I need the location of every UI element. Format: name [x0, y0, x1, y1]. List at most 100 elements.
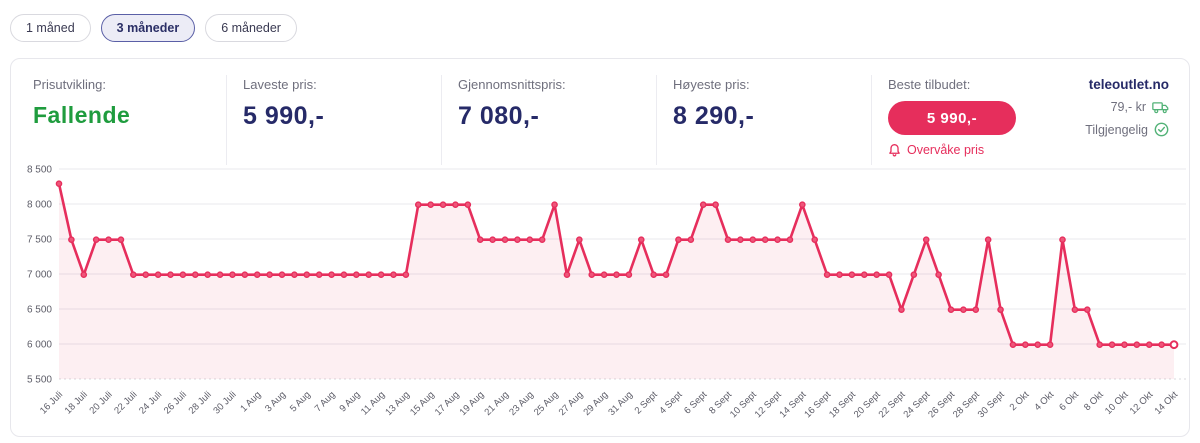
price-point[interactable]: [836, 271, 843, 278]
price-point[interactable]: [972, 306, 980, 313]
price-point[interactable]: [340, 271, 348, 278]
price-point[interactable]: [737, 236, 744, 243]
current-price-point[interactable]: [1169, 340, 1179, 350]
price-point[interactable]: [1108, 341, 1116, 348]
price-point[interactable]: [1022, 341, 1029, 348]
price-point[interactable]: [637, 236, 645, 243]
price-point[interactable]: [216, 271, 224, 278]
tab-1-month[interactable]: 1 måned: [10, 14, 91, 42]
price-point[interactable]: [291, 271, 298, 278]
price-point[interactable]: [55, 180, 63, 188]
price-point[interactable]: [960, 306, 967, 313]
price-point[interactable]: [922, 236, 930, 243]
price-point[interactable]: [439, 201, 447, 209]
price-point[interactable]: [402, 271, 410, 278]
price-point[interactable]: [1071, 306, 1079, 313]
price-point[interactable]: [675, 236, 682, 243]
price-point[interactable]: [799, 201, 806, 209]
price-point[interactable]: [935, 271, 942, 278]
price-chart-svg[interactable]: 8 500 8 000 7 500 7 000 6 500 6 000 5 500 16 Ju…: [11, 165, 1191, 437]
price-point[interactable]: [526, 236, 534, 243]
price-point[interactable]: [92, 236, 100, 243]
price-point[interactable]: [1158, 341, 1165, 348]
price-point[interactable]: [353, 271, 360, 278]
price-point[interactable]: [910, 271, 918, 278]
tab-3-months[interactable]: 3 måneder: [100, 14, 196, 42]
price-point[interactable]: [848, 271, 856, 278]
price-point[interactable]: [414, 201, 422, 209]
price-point[interactable]: [687, 236, 695, 243]
price-point[interactable]: [390, 271, 397, 278]
price-point[interactable]: [1059, 236, 1066, 243]
price-point[interactable]: [278, 271, 286, 278]
price-point[interactable]: [600, 271, 608, 278]
price-point[interactable]: [1096, 341, 1103, 348]
price-point[interactable]: [476, 236, 484, 243]
price-point[interactable]: [1121, 341, 1128, 348]
price-point[interactable]: [588, 271, 596, 278]
price-point[interactable]: [241, 271, 249, 278]
price-point[interactable]: [464, 201, 472, 209]
price-point[interactable]: [489, 236, 496, 243]
price-point[interactable]: [377, 271, 385, 278]
price-point[interactable]: [898, 306, 905, 313]
price-point[interactable]: [563, 271, 571, 278]
price-point[interactable]: [984, 236, 992, 243]
price-point[interactable]: [1083, 306, 1091, 313]
price-point[interactable]: [1046, 341, 1054, 348]
price-point[interactable]: [551, 201, 558, 209]
price-point[interactable]: [266, 271, 273, 278]
tab-6-months[interactable]: 6 måneder: [205, 14, 297, 42]
price-point[interactable]: [724, 236, 732, 243]
price-point[interactable]: [662, 271, 670, 278]
price-point[interactable]: [253, 271, 261, 278]
price-point[interactable]: [885, 271, 893, 278]
monitor-price-link[interactable]: Overvåke pris: [888, 143, 1016, 157]
price-point[interactable]: [229, 271, 236, 278]
price-point[interactable]: [749, 236, 757, 243]
price-point[interactable]: [501, 236, 509, 243]
price-point[interactable]: [774, 236, 781, 243]
price-point[interactable]: [204, 271, 211, 278]
price-point[interactable]: [179, 271, 187, 278]
price-point[interactable]: [873, 271, 880, 278]
price-point[interactable]: [1009, 341, 1017, 348]
price-point[interactable]: [650, 271, 657, 278]
price-point[interactable]: [823, 271, 831, 278]
price-point[interactable]: [860, 271, 868, 278]
price-point[interactable]: [142, 271, 150, 278]
price-point[interactable]: [997, 306, 1004, 313]
price-point[interactable]: [154, 271, 162, 278]
price-point[interactable]: [1034, 341, 1042, 348]
price-point[interactable]: [1133, 341, 1141, 348]
price-point[interactable]: [811, 236, 819, 243]
price-point[interactable]: [538, 236, 546, 243]
price-point[interactable]: [315, 271, 323, 278]
price-point[interactable]: [625, 271, 633, 278]
price-point[interactable]: [191, 271, 199, 278]
price-point[interactable]: [452, 201, 459, 209]
price-point[interactable]: [786, 236, 794, 243]
price-point[interactable]: [712, 201, 719, 209]
price-point[interactable]: [761, 236, 769, 243]
price-point[interactable]: [1145, 341, 1153, 348]
price-point[interactable]: [167, 271, 174, 278]
price-point[interactable]: [117, 236, 125, 243]
price-point[interactable]: [68, 236, 75, 243]
price-chart[interactable]: 8 500 8 000 7 500 7 000 6 500 6 000 5 500 16 Ju…: [11, 165, 1191, 437]
price-point[interactable]: [303, 271, 311, 278]
price-point[interactable]: [514, 236, 521, 243]
price-point[interactable]: [699, 201, 707, 209]
price-point[interactable]: [105, 236, 112, 243]
price-point[interactable]: [613, 271, 620, 278]
stats-row: Prisutvikling: Fallende Laveste pris: 5 …: [11, 59, 1189, 165]
store-link[interactable]: teleoutlet.no: [1088, 77, 1169, 92]
price-point[interactable]: [947, 306, 955, 313]
price-point[interactable]: [427, 201, 434, 209]
price-point[interactable]: [328, 271, 335, 278]
price-point[interactable]: [80, 271, 88, 278]
price-point[interactable]: [365, 271, 373, 278]
best-price-button[interactable]: 5 990,-: [888, 101, 1016, 135]
price-point[interactable]: [130, 271, 137, 278]
price-point[interactable]: [576, 236, 583, 243]
